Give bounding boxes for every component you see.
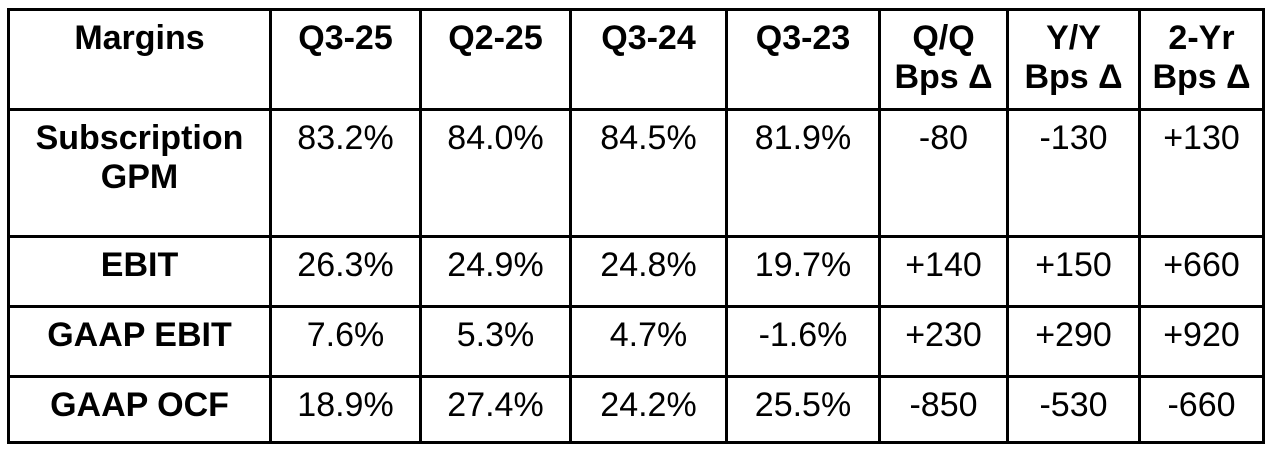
column-header-label: Q3-25 [298, 19, 393, 57]
table-cell: +290 [1006, 305, 1141, 378]
column-header-qq-bps-delta: Q/Q Bps Δ [878, 8, 1009, 111]
column-header-label: Margins [74, 19, 205, 57]
column-header-margins: Margins [7, 8, 272, 111]
table-cell: 18.9% [269, 375, 422, 444]
column-header-q3-24: Q3-24 [569, 8, 728, 111]
table-cell: +140 [878, 235, 1009, 308]
row-label-ebit: EBIT [7, 235, 272, 308]
table-cell: -850 [878, 375, 1009, 444]
table-cell: +660 [1138, 235, 1265, 308]
row-gaap-ocf: GAAP OCF 18.9% 27.4% 24.2% 25.5% -850 -5… [7, 375, 1265, 444]
column-header-yy-bps-delta: Y/Y Bps Δ [1006, 8, 1141, 111]
column-header-q2-25: Q2-25 [419, 8, 572, 111]
table-cell: 83.2% [269, 108, 422, 238]
column-header-label: Q3-23 [755, 19, 851, 57]
table-cell: -530 [1006, 375, 1141, 444]
column-header-label-line1: Q/Q [912, 19, 975, 57]
row-ebit: EBIT 26.3% 24.9% 24.8% 19.7% +140 +150 +… [7, 235, 1265, 308]
table-cell: 84.0% [419, 108, 572, 238]
row-subscription-gpm: Subscription GPM 83.2% 84.0% 84.5% 81.9%… [7, 108, 1265, 238]
row-label-gaap-ebit: GAAP EBIT [7, 305, 272, 378]
table-cell: 25.5% [725, 375, 881, 444]
row-label-gaap-ocf: GAAP OCF [7, 375, 272, 444]
row-label-subscription-gpm: Subscription GPM [7, 108, 272, 238]
table-cell: 27.4% [419, 375, 572, 444]
column-header-label: Q3-24 [601, 19, 696, 57]
column-header-label-line2: Bps Δ [894, 58, 993, 97]
table-cell: 26.3% [269, 235, 422, 308]
column-header-label-line2: Bps Δ [1152, 58, 1251, 97]
table-cell: 4.7% [569, 305, 728, 378]
table-cell: 24.9% [419, 235, 572, 308]
column-header-label-line1: 2-Yr [1168, 19, 1235, 57]
table-cell: 7.6% [269, 305, 422, 378]
table-cell: -660 [1138, 375, 1265, 444]
column-header-label-line2: Bps Δ [1024, 58, 1123, 97]
table-cell: 84.5% [569, 108, 728, 238]
row-gaap-ebit: GAAP EBIT 7.6% 5.3% 4.7% -1.6% +230 +290… [7, 305, 1265, 378]
table-cell: 81.9% [725, 108, 881, 238]
table-cell: 24.8% [569, 235, 728, 308]
column-header-label-line1: Y/Y [1046, 19, 1101, 57]
table-cell: -80 [878, 108, 1009, 238]
table-cell: +150 [1006, 235, 1141, 308]
column-header-q3-23: Q3-23 [725, 8, 881, 111]
column-header-q3-25: Q3-25 [269, 8, 422, 111]
table-cell: 5.3% [419, 305, 572, 378]
table-cell: -1.6% [725, 305, 881, 378]
column-header-label: Q2-25 [448, 19, 543, 57]
table-cell: +920 [1138, 305, 1265, 378]
column-header-2yr-bps-delta: 2-Yr Bps Δ [1138, 8, 1265, 111]
table-cell: +230 [878, 305, 1009, 378]
table-cell: 19.7% [725, 235, 881, 308]
header-row: Margins Q3-25 Q2-25 Q3-24 Q3-23 Q/Q Bps … [7, 8, 1265, 111]
table-cell: -130 [1006, 108, 1141, 238]
table-cell: +130 [1138, 108, 1265, 238]
margins-table: Margins Q3-25 Q2-25 Q3-24 Q3-23 Q/Q Bps … [7, 8, 1265, 444]
table-cell: 24.2% [569, 375, 728, 444]
